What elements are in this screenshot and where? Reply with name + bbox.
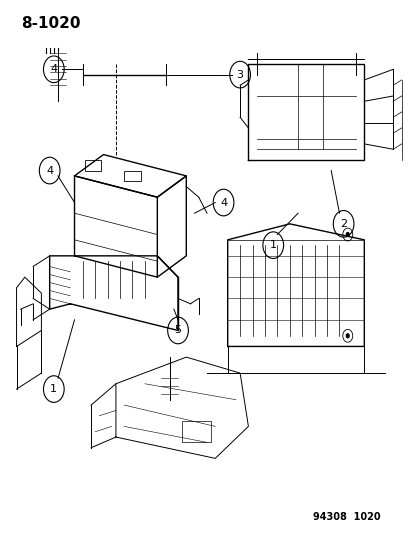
Text: 8-1020: 8-1020 [21, 16, 80, 31]
Text: 4: 4 [219, 198, 227, 207]
Text: 1: 1 [50, 384, 57, 394]
Text: 5: 5 [174, 326, 181, 335]
Bar [124, 171, 140, 181]
Text: 3: 3 [236, 70, 243, 79]
Circle shape [345, 333, 349, 338]
Text: 4: 4 [50, 64, 57, 74]
Bar [182, 421, 211, 442]
Text: 94308  1020: 94308 1020 [313, 512, 380, 522]
Text: 4: 4 [46, 166, 53, 175]
Circle shape [345, 232, 349, 237]
Bar [85, 160, 101, 171]
Text: 1: 1 [269, 240, 276, 250]
Text: 2: 2 [339, 219, 347, 229]
